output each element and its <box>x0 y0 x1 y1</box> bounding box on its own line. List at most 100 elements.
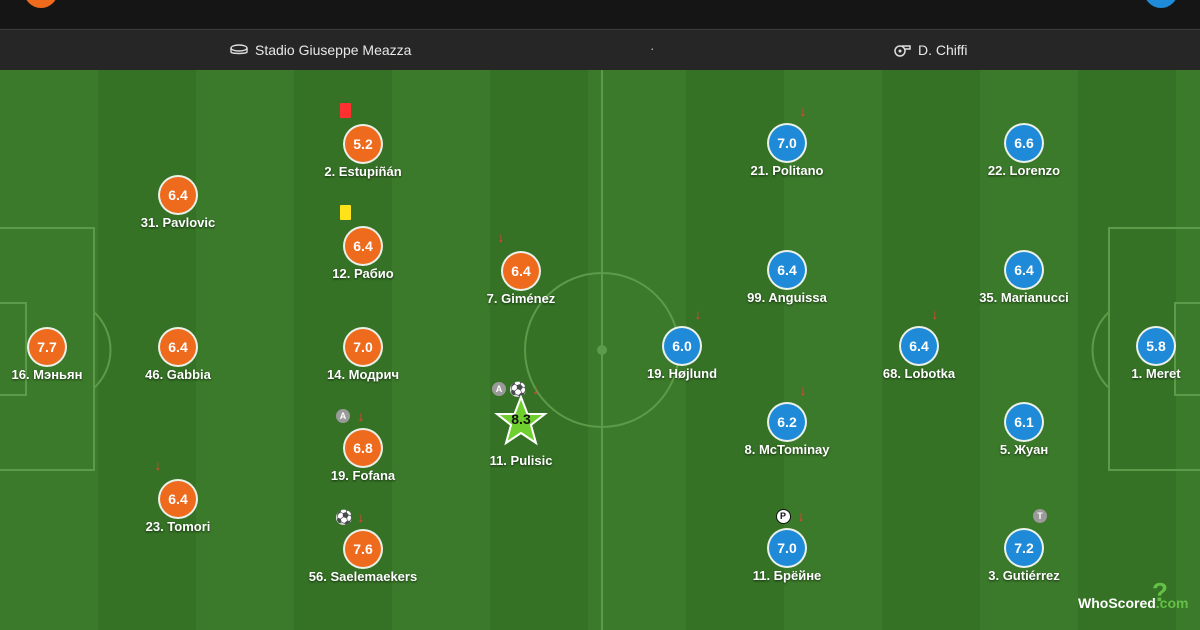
player-home-rabiot[interactable]: 6.4 12. Рабио <box>303 204 423 288</box>
rating-disc: 6.8 <box>345 430 381 466</box>
sub-off-arrow-icon: ↓ <box>154 457 162 473</box>
rating-disc: 7.2 <box>1006 530 1042 566</box>
player-name: 19. Højlund <box>646 366 718 381</box>
venue-name: Stadio Giuseppe Meazza <box>255 42 412 58</box>
player-home-gimenez[interactable]: ↓ 6.4 7. Giménez <box>461 229 581 313</box>
info-separator: · <box>650 40 655 56</box>
player-name: 2. Estupiñán <box>324 164 402 179</box>
rating-disc: 6.4 <box>160 329 196 365</box>
venue-info: Stadio Giuseppe Meazza <box>230 42 411 58</box>
rating-disc: 7.0 <box>769 530 805 566</box>
goal-ball-icon: ⚽ <box>335 508 353 525</box>
rating-disc: 7.0 <box>345 329 381 365</box>
assist-icon: A <box>491 381 507 397</box>
rating-disc: 6.4 <box>901 328 937 364</box>
whistle-icon <box>894 45 911 57</box>
sub-off-arrow-icon: ↓ <box>799 382 807 398</box>
rating-disc: 5.8 <box>1138 328 1174 364</box>
yellow-card-icon <box>337 204 353 220</box>
referee-name: D. Chiffi <box>918 42 968 58</box>
sub-off-arrow-icon: ↓ <box>799 103 807 119</box>
player-away-juan[interactable]: 6.1 5. Жуан <box>964 404 1084 464</box>
pitch-markings <box>0 70 1200 630</box>
rating-disc: 6.1 <box>1006 404 1042 440</box>
stadium-icon <box>230 44 248 55</box>
player-away-meret[interactable]: 5.8 1. Meret <box>1096 328 1200 388</box>
player-name: 19. Fofana <box>330 468 396 483</box>
rating-disc: 6.4 <box>503 253 539 289</box>
player-name: 21. Politano <box>750 163 824 178</box>
rating-disc: 6.4 <box>1006 252 1042 288</box>
rating-value: 8.3 <box>511 411 531 427</box>
assist-icon: A <box>335 408 351 424</box>
player-home-modric[interactable]: 7.0 14. Модрич <box>303 329 423 389</box>
player-away-lorenzo[interactable]: 6.6 22. Lorenzo <box>964 125 1084 185</box>
player-name: 31. Pavlovic <box>140 215 216 230</box>
player-name: 3. Gutiérrez <box>988 568 1060 583</box>
away-team-badge <box>1144 0 1178 8</box>
brand-question-mark-icon: ? <box>1152 577 1168 607</box>
player-name: 23. Tomori <box>145 519 211 534</box>
player-home-pavlovic[interactable]: 6.4 31. Pavlovic <box>118 177 238 237</box>
whoscored-logo: WhoScored .com ? <box>1078 577 1189 611</box>
brand-suffix: .com <box>1155 595 1189 611</box>
player-name: 11. Pulisic <box>489 453 553 468</box>
player-away-lobotka[interactable]: ↓ 6.4 68. Lobotka <box>859 306 979 388</box>
player-name: 5. Жуан <box>999 442 1049 457</box>
player-name: 22. Lorenzo <box>987 163 1061 178</box>
player-home-gk[interactable]: 7.7 16. Мэньян <box>0 329 107 389</box>
player-name: 99. Anguissa <box>747 290 827 305</box>
player-home-gabbia[interactable]: 6.4 46. Gabbia <box>118 329 238 389</box>
goal-ball-icon: ⚽ <box>509 380 527 397</box>
player-name: 16. Мэньян <box>11 367 83 382</box>
brand-name: WhoScored <box>1078 595 1156 611</box>
rating-disc: 7.7 <box>29 329 65 365</box>
player-home-pulisic[interactable]: A ⚽ ↓ 8.3 11. Pulisic <box>461 381 581 468</box>
tactical-badge-icon: T <box>1032 508 1048 524</box>
player-home-fofana[interactable]: A ↓ 6.8 19. Fofana <box>303 408 423 490</box>
player-away-gutierrez[interactable]: T 7.2 3. Gutiérrez <box>964 509 1084 590</box>
rating-disc: 6.4 <box>769 252 805 288</box>
player-away-mctominay[interactable]: ↓ 6.2 8. McTominay <box>727 382 847 464</box>
sub-off-arrow-icon: ↓ <box>532 381 540 397</box>
pitch: 7.7 16. Мэньян 6.4 31. Pavlovic 6.4 46. … <box>0 70 1200 630</box>
rating-disc: 6.6 <box>1006 125 1042 161</box>
player-name: 8. McTominay <box>744 442 830 457</box>
player-name: 56. Saelemaekers <box>308 569 418 584</box>
referee-info: D. Chiffi <box>893 42 968 58</box>
player-name: 68. Lobotka <box>882 366 956 381</box>
rating-disc: 6.4 <box>160 481 196 517</box>
rating-disc: 6.4 <box>345 228 381 264</box>
match-info-bar: Stadio Giuseppe Meazza · D. Chiffi <box>0 29 1200 71</box>
player-home-tomori[interactable]: ↓ 6.4 23. Tomori <box>118 457 238 541</box>
player-name: 14. Модрич <box>326 367 399 382</box>
player-away-hojlund[interactable]: ↓ 6.0 19. Højlund <box>622 306 742 388</box>
player-away-marianucci[interactable]: 6.4 35. Marianucci <box>964 252 1084 312</box>
man-of-the-match-star-icon <box>494 395 548 446</box>
score-header-strip <box>0 0 1200 28</box>
sub-off-arrow-icon: ↓ <box>797 508 805 524</box>
player-away-debruyne[interactable]: P ↓ 7.0 11. Брёйне <box>727 508 847 590</box>
sub-off-arrow-icon: ↓ <box>497 229 505 245</box>
rating-disc: 7.6 <box>345 531 381 567</box>
player-name: 1. Meret <box>1131 366 1181 381</box>
rating-disc: 6.0 <box>664 328 700 364</box>
player-name: 35. Marianucci <box>979 290 1069 305</box>
penalty-icon: P <box>775 508 791 524</box>
player-name: 11. Брёйне <box>752 568 822 583</box>
sub-off-arrow-icon: ↓ <box>931 306 939 322</box>
sub-off-arrow-icon: ↓ <box>357 408 365 424</box>
player-home-saelemaekers[interactable]: ⚽ ↓ 7.6 56. Saelemaekers <box>303 509 423 591</box>
rating-disc: 7.0 <box>769 125 805 161</box>
rating-disc: 5.2 <box>345 126 381 162</box>
rating-disc: 6.4 <box>160 177 196 213</box>
player-away-politano[interactable]: ↓ 7.0 21. Politano <box>727 103 847 185</box>
red-card-icon <box>337 102 353 118</box>
home-team-badge <box>24 0 58 8</box>
player-name: 12. Рабио <box>332 266 394 281</box>
player-away-anguissa[interactable]: 6.4 99. Anguissa <box>727 252 847 312</box>
sub-off-arrow-icon: ↓ <box>357 509 365 525</box>
player-home-estupinan[interactable]: 5.2 2. Estupiñán <box>303 102 423 186</box>
rating-disc: 6.2 <box>769 404 805 440</box>
player-name: 46. Gabbia <box>145 367 211 382</box>
